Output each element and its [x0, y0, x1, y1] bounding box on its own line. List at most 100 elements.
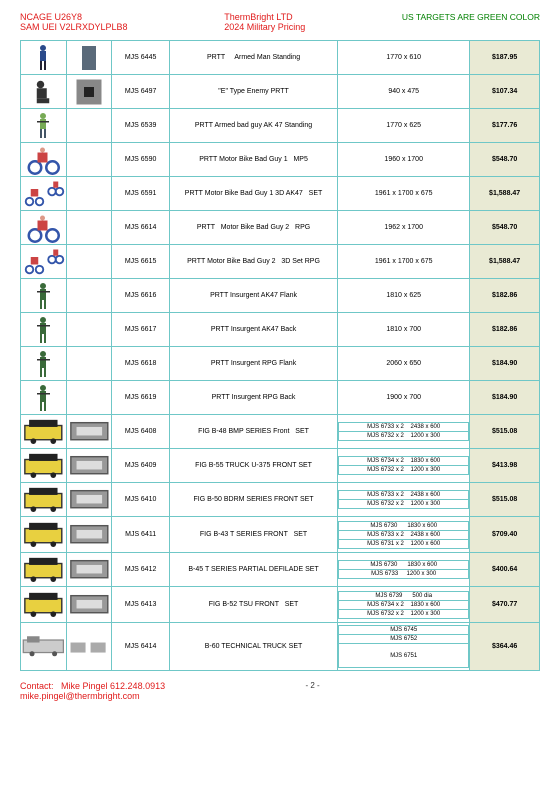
thumb-1 [21, 177, 67, 211]
price: $187.95 [470, 41, 540, 75]
table-row: MJS 6414B-60 TECHNICAL TRUCK SETMJS 6745… [21, 623, 540, 671]
table-row: MJS 6412B-45 T SERIES PARTIAL DEFILADE S… [21, 553, 540, 587]
table-row: MJS 6618PRTT Insurgent RPG Flank2060 x 6… [21, 347, 540, 381]
sku-code: MJS 6410 [112, 483, 170, 517]
sub-dimension: MJS 6733 x 2 2438 x 600 [339, 423, 469, 432]
sub-dimension: MJS 6733 x 2 2438 x 600 [339, 491, 469, 500]
sku-code: MJS 6408 [112, 415, 170, 449]
sku-code: MJS 6445 [112, 41, 170, 75]
price: $709.40 [470, 517, 540, 553]
sku-code: MJS 6616 [112, 279, 170, 313]
description: FIG B-52 TSU FRONT SET [169, 587, 337, 623]
dimensions: 1962 x 1700 [338, 211, 470, 245]
sku-code: MJS 6614 [112, 211, 170, 245]
description: PRTT Armed bad guy AK 47 Standing [169, 109, 337, 143]
sub-dimension: MJS 6752 [339, 635, 469, 644]
sku-code: MJS 6412 [112, 553, 170, 587]
sub-dimension: MJS 6730 1830 x 600 [339, 561, 469, 570]
price: $182.86 [470, 313, 540, 347]
sku-code: MJS 6619 [112, 381, 170, 415]
dimensions: MJS 6734 x 2 1830 x 600MJS 6732 x 2 1200… [338, 449, 470, 483]
thumb-1 [21, 75, 67, 109]
sub-dimension: MJS 6745 [339, 626, 469, 635]
sam-label: SAM UEI V2LRXDYLPLB8 [20, 22, 128, 32]
thumb-1 [21, 245, 67, 279]
thumb-1 [21, 313, 67, 347]
dimensions: MJS 6730 1830 x 600MJS 6733 1200 x 300 [338, 553, 470, 587]
sku-code: MJS 6590 [112, 143, 170, 177]
price: $177.76 [470, 109, 540, 143]
table-row: MJS 6408FIG B-48 BMP SERIES Front SETMJS… [21, 415, 540, 449]
sku-code: MJS 6591 [112, 177, 170, 211]
description: PRTT Motor Bike Bad Guy 2 RPG [169, 211, 337, 245]
sku-code: MJS 6497 [112, 75, 170, 109]
thumb-1 [21, 109, 67, 143]
thumb-1 [21, 587, 67, 623]
thumb-2 [66, 279, 112, 313]
header-note: US TARGETS ARE GREEN COLOR [402, 12, 540, 32]
thumb-1 [21, 553, 67, 587]
thumb-2 [66, 75, 112, 109]
sub-dimension: MJS 6732 x 2 1200 x 300 [339, 466, 469, 475]
sku-code: MJS 6411 [112, 517, 170, 553]
thumb-1 [21, 517, 67, 553]
price: $515.08 [470, 415, 540, 449]
description: FIG B-55 TRUCK U-375 FRONT SET [169, 449, 337, 483]
table-row: MJS 6590PRTT Motor Bike Bad Guy 1 MP5196… [21, 143, 540, 177]
table-row: MJS 6413FIG B-52 TSU FRONT SETMJS 6739 5… [21, 587, 540, 623]
sku-code: MJS 6615 [112, 245, 170, 279]
table-row: MJS 6614PRTT Motor Bike Bad Guy 2 RPG196… [21, 211, 540, 245]
thumb-2 [66, 313, 112, 347]
thumb-2 [66, 587, 112, 623]
sub-dimension: MJS 6751 [339, 644, 469, 668]
sub-dimension: MJS 6732 x 2 1200 x 300 [339, 432, 469, 441]
page: NCAGE U26Y8 SAM UEI V2LRXDYLPLB8 ThermBr… [0, 0, 560, 711]
table-row: MJS 6539PRTT Armed bad guy AK 47 Standin… [21, 109, 540, 143]
dimensions: 1900 x 700 [338, 381, 470, 415]
thumb-2 [66, 517, 112, 553]
price: $184.90 [470, 347, 540, 381]
price: $515.08 [470, 483, 540, 517]
price: $400.64 [470, 553, 540, 587]
dimensions: 940 x 475 [338, 75, 470, 109]
thumb-1 [21, 347, 67, 381]
pricing-table: MJS 6445PRTT Armed Man Standing1770 x 61… [20, 40, 540, 671]
contact-line: Contact: Mike Pingel 612.248.0913 [20, 681, 165, 691]
dimensions: MJS 6730 1830 x 600MJS 6733 x 2 2438 x 6… [338, 517, 470, 553]
sub-dimension: MJS 6730 1830 x 600 [339, 521, 469, 530]
sku-code: MJS 6617 [112, 313, 170, 347]
table-row: MJS 6617PRTT Insurgent AK47 Back1810 x 7… [21, 313, 540, 347]
sku-code: MJS 6409 [112, 449, 170, 483]
footer: Contact: Mike Pingel 612.248.0913 mike.p… [20, 681, 540, 701]
sub-dimension: MJS 6731 x 2 1200 x 600 [339, 539, 469, 548]
description: "E" Type Enemy PRTT [169, 75, 337, 109]
thumb-2 [66, 415, 112, 449]
thumb-1 [21, 381, 67, 415]
thumb-2 [66, 553, 112, 587]
sub-dimension: MJS 6732 x 2 1200 x 300 [339, 609, 469, 618]
thumb-1 [21, 41, 67, 75]
description: B-45 T SERIES PARTIAL DEFILADE SET [169, 553, 337, 587]
dimensions: 1770 x 625 [338, 109, 470, 143]
table-row: MJS 6409FIG B-55 TRUCK U-375 FRONT SETMJ… [21, 449, 540, 483]
dimensions: 1810 x 625 [338, 279, 470, 313]
sub-dimension: MJS 6733 x 2 2438 x 600 [339, 530, 469, 539]
thumb-2 [66, 347, 112, 381]
description: FIG B-50 BDRM SERIES FRONT SET [169, 483, 337, 517]
price: $182.86 [470, 279, 540, 313]
sku-code: MJS 6414 [112, 623, 170, 671]
page-number: - 2 - [305, 681, 319, 701]
price: $413.98 [470, 449, 540, 483]
description: PRTT Motor Bike Bad Guy 1 3D AK47 SET [169, 177, 337, 211]
ncage-label: NCAGE U26Y8 [20, 12, 128, 22]
price: $548.70 [470, 143, 540, 177]
sub-dimension: MJS 6734 x 2 1830 x 600 [339, 457, 469, 466]
table-row: MJS 6497"E" Type Enemy PRTT940 x 475$107… [21, 75, 540, 109]
sub-dimension: MJS 6734 x 2 1830 x 600 [339, 600, 469, 609]
sku-code: MJS 6539 [112, 109, 170, 143]
sub-dimension: MJS 6733 1200 x 300 [339, 570, 469, 579]
price: $548.70 [470, 211, 540, 245]
description: PRTT Insurgent RPG Back [169, 381, 337, 415]
dimensions: MJS 6733 x 2 2438 x 600MJS 6732 x 2 1200… [338, 483, 470, 517]
price: $1,588.47 [470, 245, 540, 279]
